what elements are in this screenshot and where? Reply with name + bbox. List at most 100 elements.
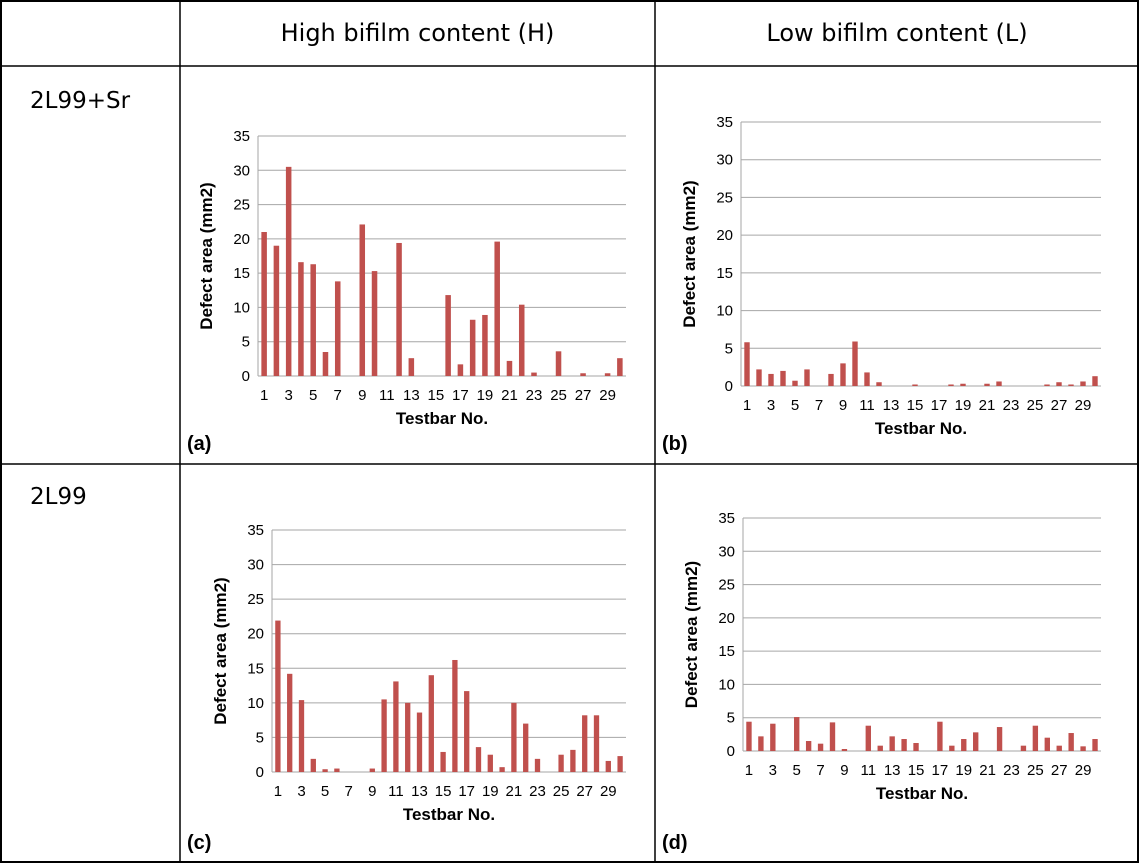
row-label-2l99: 2L99 <box>30 484 87 510</box>
bar <box>617 358 623 376</box>
x-tick-label: 25 <box>1027 762 1044 779</box>
y-tick-label: 10 <box>718 676 735 693</box>
bar <box>475 747 482 772</box>
x-tick-label: 3 <box>284 387 292 404</box>
x-tick-label: 17 <box>931 397 948 414</box>
bar <box>961 739 967 751</box>
bar <box>841 749 848 751</box>
bar <box>617 756 623 772</box>
x-tick-label: 23 <box>529 783 546 800</box>
y-tick-label: 5 <box>725 340 733 357</box>
x-tick-label: 3 <box>769 762 777 779</box>
x-tick-label: 9 <box>840 762 848 779</box>
bar <box>1056 745 1062 751</box>
x-tick-label: 23 <box>1003 762 1020 779</box>
bar <box>371 271 378 376</box>
x-tick-label: 23 <box>526 387 543 404</box>
bar <box>469 319 476 376</box>
bar <box>1068 384 1074 386</box>
x-tick-label: 9 <box>368 783 376 800</box>
bar <box>984 383 990 386</box>
y-tick-label: 15 <box>716 265 733 282</box>
y-tick-label: 20 <box>247 626 264 643</box>
bar <box>605 760 611 772</box>
panel-label: (c) <box>187 832 211 854</box>
bar <box>770 723 776 751</box>
x-tick-label: 7 <box>334 387 342 404</box>
bar <box>756 369 762 386</box>
bar <box>570 749 576 772</box>
bar <box>960 383 966 386</box>
y-tick-label: 35 <box>718 510 735 527</box>
bar <box>359 224 366 376</box>
y-tick-label: 10 <box>247 695 264 712</box>
x-tick-label: 29 <box>599 387 616 404</box>
x-tick-label: 23 <box>1003 397 1020 414</box>
bar <box>768 373 774 386</box>
bar <box>996 381 1002 386</box>
y-tick-label: 10 <box>716 303 733 320</box>
x-tick-label: 13 <box>883 397 900 414</box>
x-tick-label: 21 <box>979 397 996 414</box>
x-tick-label: 21 <box>506 783 523 800</box>
y-tick-label: 0 <box>727 743 735 760</box>
x-axis-title: Testbar No. <box>403 805 495 824</box>
bar <box>877 745 883 751</box>
x-tick-label: 11 <box>379 387 395 404</box>
bar <box>746 721 752 751</box>
x-tick-label: 15 <box>907 397 924 414</box>
bar <box>1044 384 1050 386</box>
x-tick-label: 25 <box>553 783 570 800</box>
bar <box>452 659 458 772</box>
bar <box>531 372 537 376</box>
x-tick-label: 13 <box>884 762 901 779</box>
x-tick-label: 5 <box>791 397 799 414</box>
x-tick-label: 29 <box>600 783 617 800</box>
bar <box>580 373 586 376</box>
y-tick-label: 10 <box>233 299 250 316</box>
bar <box>285 166 292 376</box>
bar <box>440 751 446 772</box>
x-tick-label: 5 <box>321 783 329 800</box>
bar <box>889 736 895 751</box>
bar <box>494 241 500 376</box>
bar <box>829 722 836 751</box>
bar <box>973 732 979 751</box>
bar <box>805 741 812 751</box>
x-tick-label: 21 <box>979 762 996 779</box>
y-axis-title: Defect area (mm2) <box>682 561 701 708</box>
bar <box>1092 739 1098 751</box>
bar <box>582 715 588 772</box>
bar <box>558 754 564 772</box>
bar <box>506 360 513 376</box>
bar <box>758 736 764 751</box>
bar <box>555 351 562 376</box>
x-tick-label: 25 <box>1027 397 1044 414</box>
x-tick-label: 1 <box>274 783 282 800</box>
bar <box>287 673 293 772</box>
bar <box>322 769 328 772</box>
y-tick-label: 30 <box>718 543 735 560</box>
y-tick-label: 5 <box>256 729 264 746</box>
bar <box>310 264 316 376</box>
bar <box>794 717 800 751</box>
x-tick-label: 17 <box>458 783 475 800</box>
x-tick-label: 25 <box>550 387 567 404</box>
y-axis-title: Defect area (mm2) <box>197 182 216 329</box>
bar <box>534 758 541 772</box>
bar <box>937 721 943 751</box>
x-tick-label: 21 <box>501 387 518 404</box>
bar <box>840 363 846 386</box>
y-tick-label: 15 <box>247 660 264 677</box>
panel-label: (a) <box>187 433 211 455</box>
x-tick-label: 1 <box>745 762 753 779</box>
x-tick-label: 27 <box>575 387 592 404</box>
x-tick-label: 17 <box>452 387 469 404</box>
x-tick-label: 7 <box>815 397 823 414</box>
y-tick-label: 30 <box>247 557 264 574</box>
y-tick-label: 25 <box>716 189 733 206</box>
bar <box>817 743 824 751</box>
